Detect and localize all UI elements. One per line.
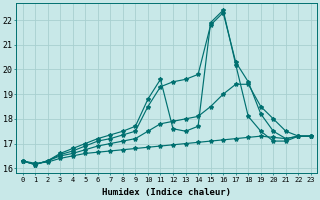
X-axis label: Humidex (Indice chaleur): Humidex (Indice chaleur) (102, 188, 231, 197)
